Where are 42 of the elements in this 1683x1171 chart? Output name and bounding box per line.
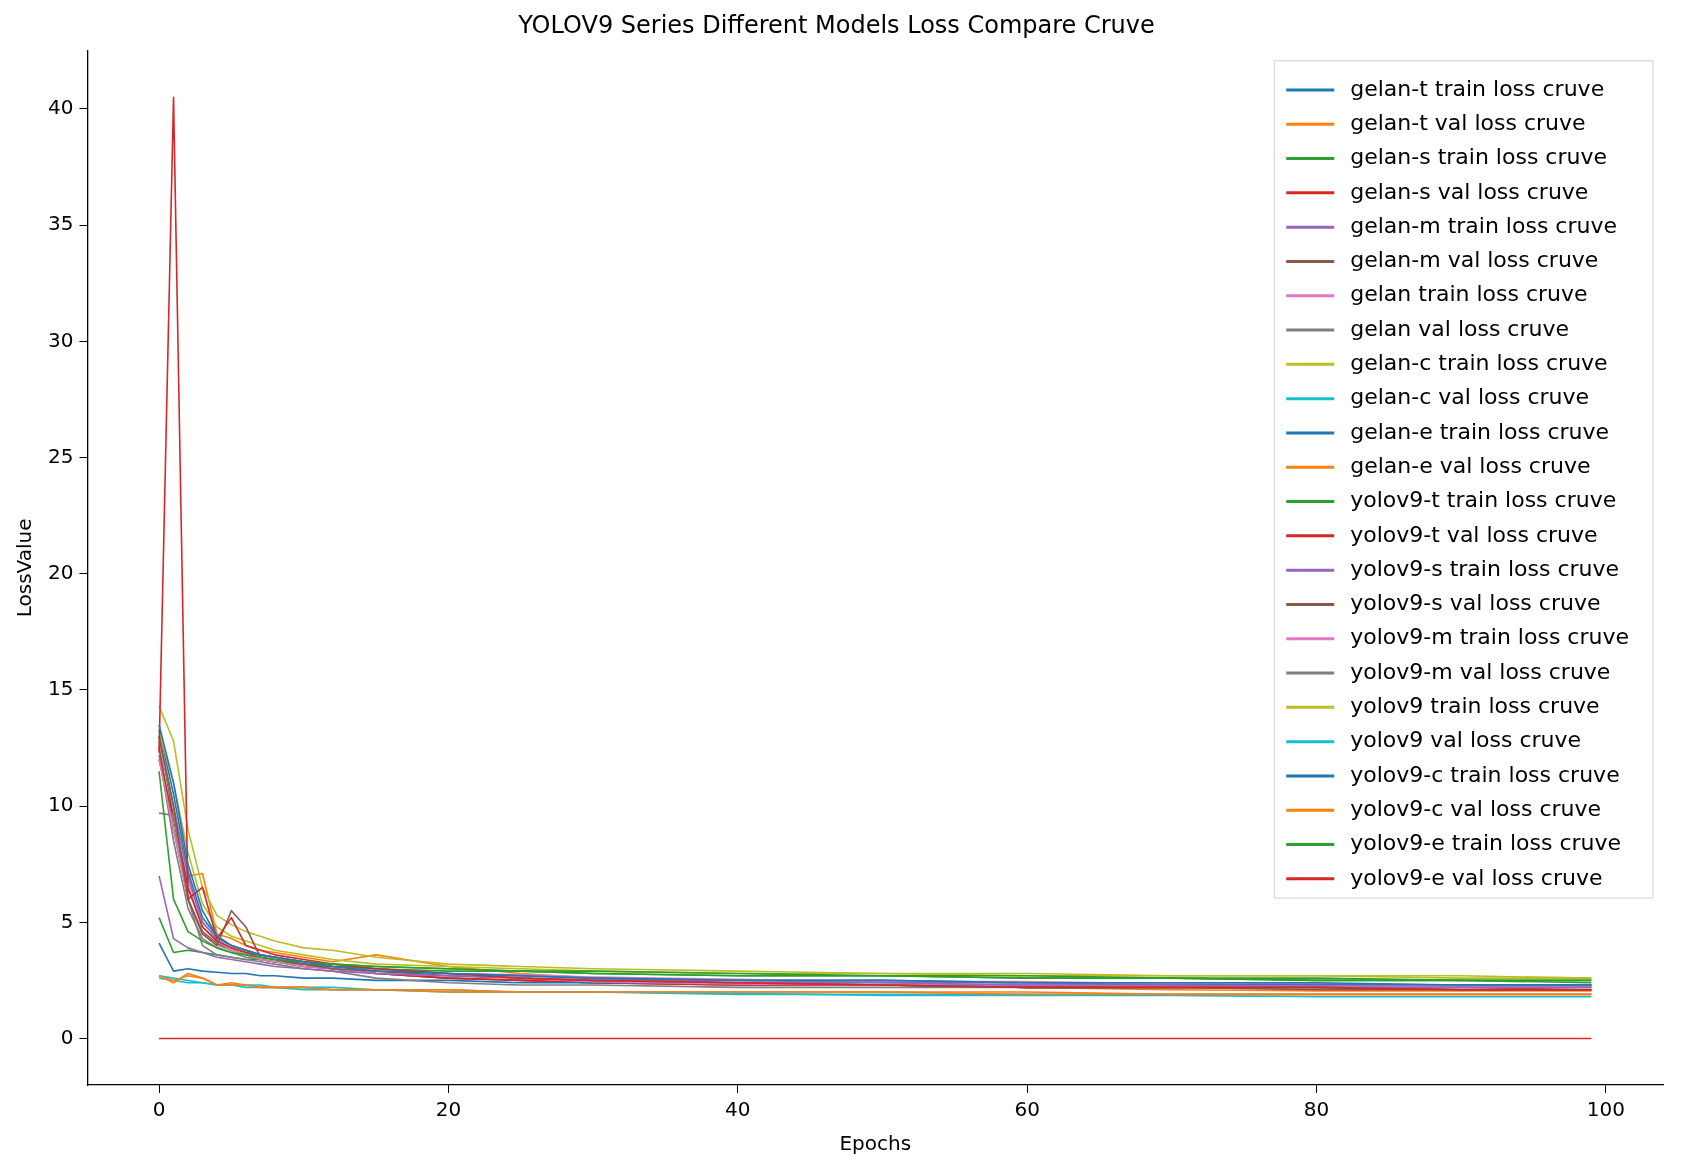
legend-label: gelan-t val loss cruve [1350,109,1586,135]
y-axis-title: LossValue [12,518,37,618]
legend-label: gelan-e val loss cruve [1350,452,1591,478]
legend-label: gelan-s train loss cruve [1350,144,1608,170]
x-tick-label: 0 [152,1097,166,1122]
y-tick-label: 10 [48,792,74,817]
legend-label: yolov9-t train loss cruve [1350,487,1617,513]
y-tick-label: 0 [60,1024,74,1049]
y-tick-label: 25 [48,443,74,468]
legend-label: gelan val loss cruve [1350,315,1570,341]
x-axis-title: Epochs [839,1131,912,1156]
legend-label: gelan-c val loss cruve [1350,384,1590,410]
legend-label: yolov9-c val loss cruve [1350,795,1602,821]
legend-label: gelan-c train loss cruve [1350,350,1608,376]
y-tick-label: 15 [48,676,74,701]
legend-label: yolov9-m val loss cruve [1350,658,1611,684]
x-tick-label: 80 [1303,1097,1330,1122]
y-tick-label: 20 [48,559,74,584]
legend-label: yolov9-s val loss cruve [1350,590,1601,616]
x-tick-label: 60 [1014,1097,1040,1122]
legend-label: gelan-s val loss cruve [1350,178,1589,204]
legend-label: yolov9-s train loss cruve [1350,555,1620,581]
legend-label: gelan-t train loss cruve [1350,75,1605,101]
legend-label: gelan-m train loss cruve [1350,212,1617,238]
chart-title: YOLOV9 Series Different Models Loss Compare Cruve [517,10,1155,39]
legend-label: yolov9 train loss cruve [1350,693,1600,719]
x-tick-label: 100 [1586,1097,1625,1122]
legend-label: gelan-m val loss cruve [1350,247,1599,273]
legend-label: yolov9-e val loss cruve [1350,864,1603,890]
x-tick-label: 20 [435,1097,462,1122]
legend-label: yolov9-c train loss cruve [1350,761,1620,787]
y-tick-label: 30 [48,327,74,352]
legend-label: gelan-e train loss cruve [1350,418,1610,444]
y-tick-label: 5 [60,908,74,933]
y-tick-label: 35 [48,211,74,236]
legend-label: yolov9-e train loss cruve [1350,830,1622,856]
legend-label: gelan train loss cruve [1350,281,1588,307]
legend-label: yolov9 val loss cruve [1350,727,1582,753]
legend-label: yolov9-m train loss cruve [1350,624,1630,650]
x-tick-label: 40 [725,1097,751,1122]
y-tick-label: 40 [48,95,74,120]
legend-label: yolov9-t val loss cruve [1350,521,1598,547]
